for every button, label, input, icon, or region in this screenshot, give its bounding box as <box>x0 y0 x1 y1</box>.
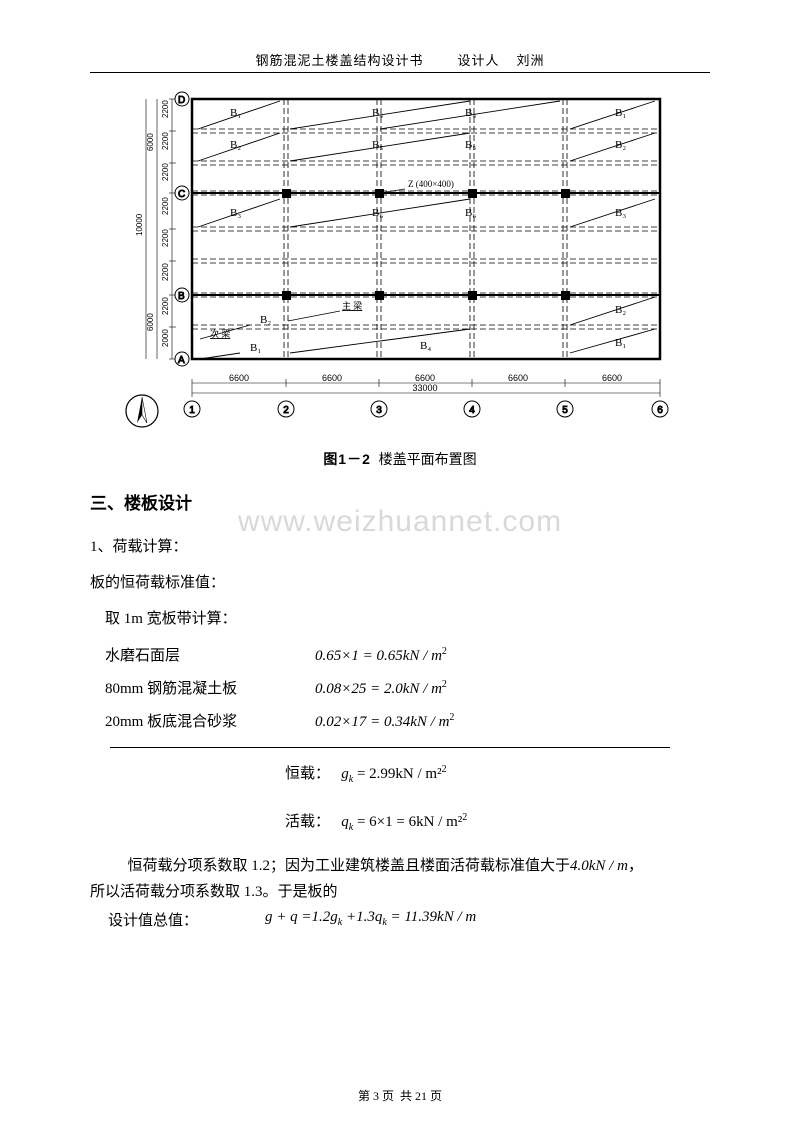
svg-text:2200: 2200 <box>161 229 170 247</box>
strip-note: 取 1m 宽板带计算： <box>90 604 710 634</box>
sub-beam-label: 次 梁 <box>210 328 230 339</box>
svg-text:10000: 10000 <box>135 213 144 236</box>
svg-text:A: A <box>178 355 185 366</box>
factor-note: 恒荷载分项系数取 1.2；因为工业建筑楼盖且楼面活荷载标准值大于4.0kN / … <box>90 854 710 905</box>
item-title: 1、荷载计算： <box>90 532 710 562</box>
svg-text:2200: 2200 <box>161 197 170 215</box>
svg-text:B: B <box>178 291 185 302</box>
sum-rule <box>110 747 670 748</box>
svg-text:4: 4 <box>469 405 475 416</box>
designer-label: 设计人 <box>457 53 499 68</box>
svg-text:B₅: B₅ <box>372 139 383 151</box>
svg-text:B₂: B₂ <box>260 314 271 326</box>
svg-text:2: 2 <box>283 405 289 416</box>
svg-text:2200: 2200 <box>161 132 170 150</box>
svg-text:B₁: B₁ <box>230 107 241 119</box>
calc-row: 20mm 板底混合砂浆 0.02×17 = 0.34kN / m2 <box>105 706 710 739</box>
calc-row: 80mm 钢筋混凝土板 0.08×25 = 2.0kN / m2 <box>105 673 710 706</box>
svg-text:6000: 6000 <box>146 133 155 151</box>
svg-text:2200: 2200 <box>161 163 170 181</box>
svg-text:B₆: B₆ <box>372 207 383 219</box>
svg-text:B₁: B₁ <box>615 337 626 349</box>
column-label: Z (400×400) <box>408 179 454 189</box>
svg-text:2200: 2200 <box>161 100 170 118</box>
svg-text:6600: 6600 <box>602 373 622 383</box>
svg-text:B₄: B₄ <box>465 107 476 119</box>
main-beam-label: 主 梁 <box>342 300 362 311</box>
svg-text:B₃: B₃ <box>230 207 241 219</box>
doc-title: 钢筋混泥土楼盖结构设计书 <box>255 53 423 68</box>
designer-name: 刘洲 <box>517 53 545 68</box>
svg-text:33000: 33000 <box>412 383 437 393</box>
svg-text:6600: 6600 <box>415 373 435 383</box>
svg-text:B₂: B₂ <box>230 139 241 151</box>
svg-text:D: D <box>178 95 185 106</box>
svg-text:6000: 6000 <box>146 313 155 331</box>
svg-text:5: 5 <box>562 405 568 416</box>
perm-load-sum: 恒载： gk = 2.99kN / m²2 <box>90 762 710 788</box>
design-value-row: 设计值总值： g + q =1.2gk +1.3qk = 11.39kN / m <box>90 909 710 930</box>
header-rule <box>90 72 710 73</box>
svg-text:B₁: B₁ <box>250 342 261 354</box>
svg-text:6600: 6600 <box>229 373 249 383</box>
svg-text:B₂: B₂ <box>615 304 626 316</box>
svg-text:B₄: B₄ <box>372 107 383 119</box>
svg-text:2200: 2200 <box>161 263 170 281</box>
svg-text:6600: 6600 <box>322 373 342 383</box>
svg-text:6600: 6600 <box>508 373 528 383</box>
perm-load-title: 板的恒荷载标准值： <box>90 568 710 598</box>
svg-text:B₅: B₅ <box>465 139 476 151</box>
floor-plan-diagram: B₁ B₄ B₄ B₁ B₂ B₅ B₅ B₂ B₃ B₆ B₆ B₃ B₂ B₂ B₁ B₄ B₁ Z… <box>120 91 710 441</box>
svg-text:C: C <box>178 189 185 200</box>
svg-text:B₂: B₂ <box>615 139 626 151</box>
svg-text:2000: 2000 <box>161 329 170 347</box>
svg-text:B₄: B₄ <box>420 340 431 352</box>
svg-text:B₁: B₁ <box>615 107 626 119</box>
svg-text:6: 6 <box>657 405 663 416</box>
svg-text:2200: 2200 <box>161 297 170 315</box>
calc-row: 水磨石面层 0.65×1 = 0.65kN / m2 <box>105 640 710 673</box>
figure-caption: 图1－2 楼盖平面布置图 <box>90 449 710 469</box>
svg-text:B₃: B₃ <box>615 207 626 219</box>
svg-text:3: 3 <box>376 405 382 416</box>
page-footer: 第 3 页 共 21 页 <box>0 1087 800 1104</box>
live-load-sum: 活载： qk = 6×1 = 6kN / m²2 <box>90 810 710 836</box>
svg-text:B₆: B₆ <box>465 207 476 219</box>
svg-text:1: 1 <box>189 405 195 416</box>
north-arrow-icon <box>126 395 158 427</box>
section-title: 三、楼板设计 <box>90 489 710 514</box>
